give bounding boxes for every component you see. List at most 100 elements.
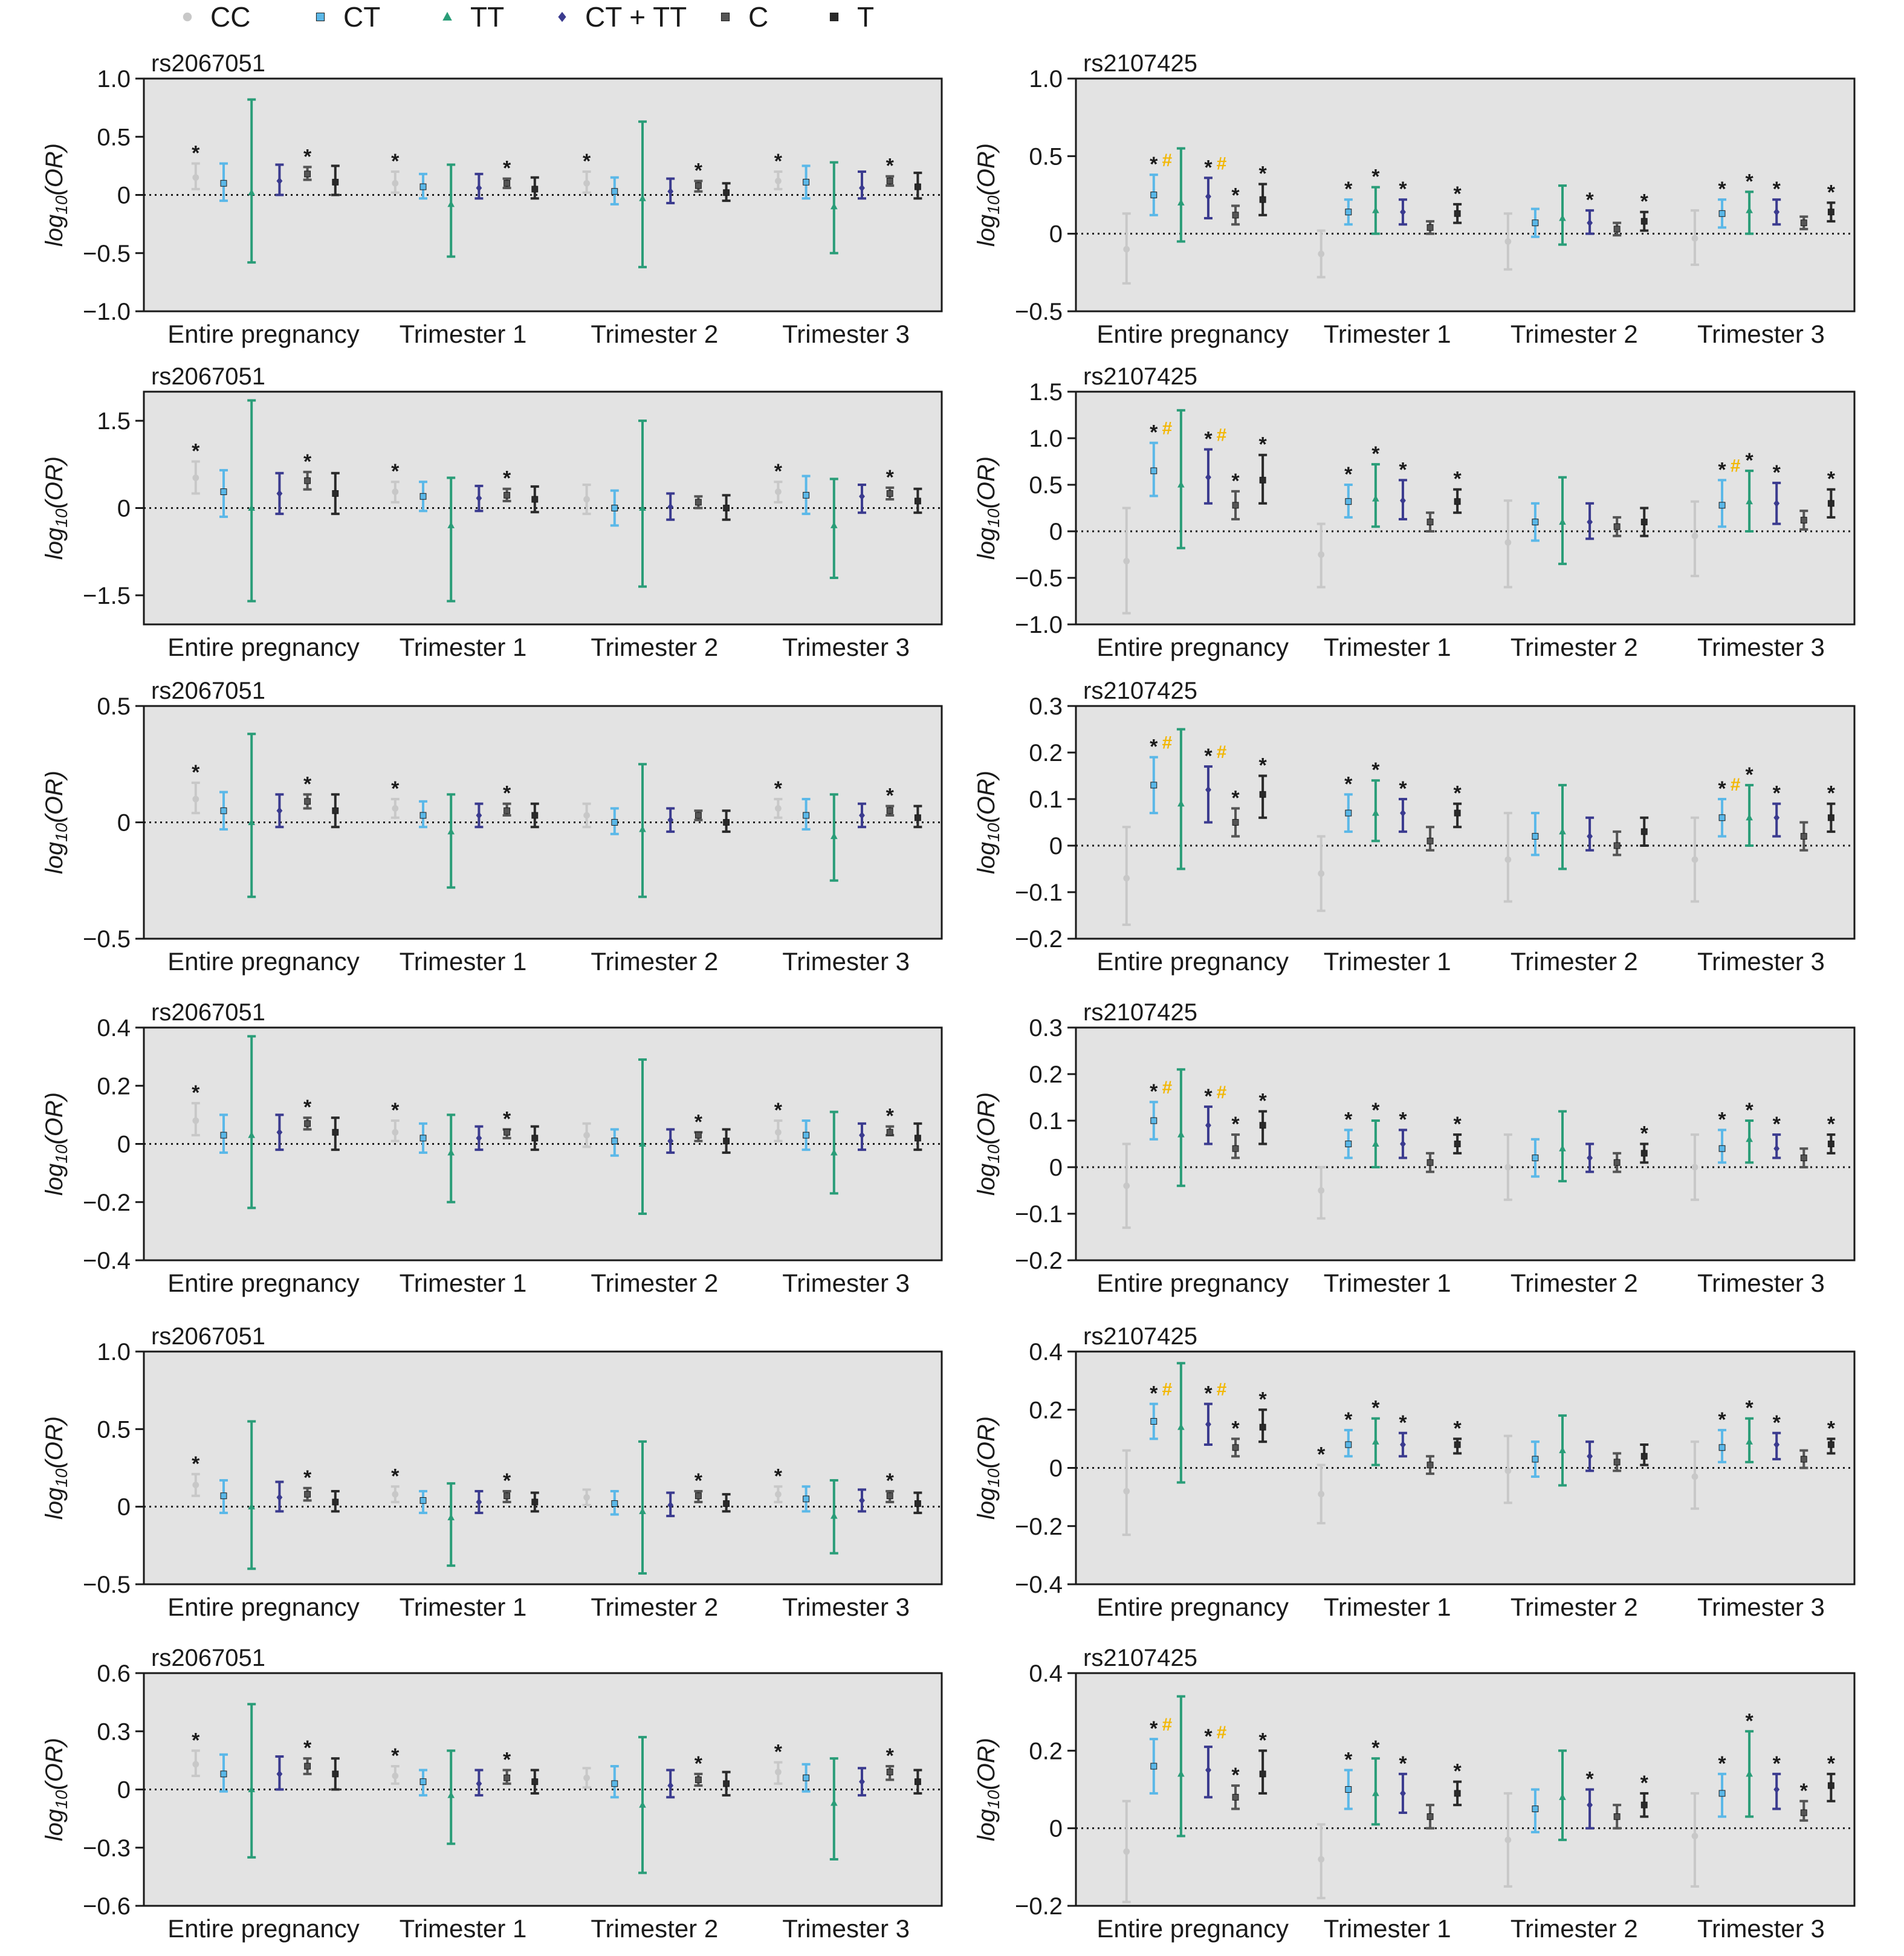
data-point: * [1640, 1122, 1649, 1164]
point-marker [611, 1780, 618, 1787]
point-marker [1691, 1833, 1698, 1839]
chart-panel: rs2107425 log10(OR) 1.0 0.5 0 −0.5 Entire preg… [973, 50, 1856, 348]
data-point: * # [1203, 1380, 1227, 1446]
significance-mark: * [1746, 1099, 1754, 1122]
legend-label: CC [210, 1, 250, 33]
data-point [1503, 499, 1512, 589]
point-marker [914, 1500, 921, 1507]
data-point: * [390, 1099, 400, 1142]
data-point [1585, 502, 1595, 540]
significance-mark: * [303, 772, 312, 795]
data-point [474, 1125, 484, 1151]
data-point [1316, 835, 1326, 912]
panel-title: rs2067051 [151, 363, 265, 390]
data-point: * [1772, 1411, 1781, 1461]
point-marker [859, 811, 865, 820]
data-point: * [1718, 1752, 1726, 1818]
significance-mark: * [1344, 178, 1353, 201]
data-point [829, 1757, 838, 1860]
point-marker [392, 488, 399, 495]
significance-mark: * [1773, 1411, 1781, 1434]
data-point [1558, 184, 1567, 246]
data-point: * [1344, 178, 1353, 226]
significance-mark: * [1399, 458, 1407, 481]
data-point: * [191, 142, 200, 190]
legend-label: C [748, 1, 768, 33]
y-tick-label: −0.5 [83, 241, 131, 267]
significance-mark: * [503, 1469, 511, 1492]
data-point: * [191, 761, 200, 815]
significance-mark: * [886, 466, 895, 489]
significance-mark: * [1454, 1113, 1462, 1136]
y-tick-label: −1.0 [83, 299, 131, 325]
significance-mark: * [1718, 1408, 1726, 1431]
data-point [331, 471, 340, 516]
y-tick-label: −0.5 [83, 1572, 131, 1598]
point-marker [723, 189, 730, 196]
data-point: * [1745, 170, 1754, 235]
x-category-label: Trimester 3 [782, 1593, 910, 1621]
significance-mark: * [1231, 786, 1240, 809]
significance-mark-hash: # [1731, 775, 1741, 795]
data-point [610, 489, 619, 527]
y-tick-label: 0 [117, 1132, 131, 1158]
data-point [1585, 816, 1595, 852]
y-tick-label: 0.2 [1029, 1397, 1063, 1423]
significance-mark: * [695, 159, 703, 182]
point-marker [1718, 1790, 1726, 1797]
point-marker [914, 183, 921, 190]
y-tick-label: −0.4 [83, 1248, 131, 1274]
data-point [801, 1485, 811, 1513]
point-marker [667, 1781, 674, 1790]
point-marker [1827, 1782, 1834, 1789]
point-marker [886, 1769, 893, 1776]
point-marker [248, 1503, 256, 1510]
plot-area [1075, 1350, 1856, 1585]
x-category-label: Trimester 2 [1511, 1269, 1638, 1297]
data-point: * [303, 772, 312, 810]
y-tick-label: −0.1 [1015, 879, 1063, 906]
chart-panel: rs2107425 log10(OR) 0.3 0.2 0.1 0 −0.1 −0.2 Enti… [973, 678, 1856, 976]
significance-mark: * [192, 1081, 200, 1104]
panel-title: rs2067051 [151, 1645, 265, 1671]
data-point [582, 1767, 591, 1789]
data-point [1316, 1823, 1326, 1900]
y-tick-label: −0.6 [83, 1893, 131, 1920]
data-point [1176, 728, 1185, 870]
x-category-label: Entire pregnancy [1096, 947, 1289, 976]
panel-title: rs2067051 [151, 999, 265, 1026]
y-tick-label: −0.2 [1015, 1893, 1063, 1920]
point-marker [504, 807, 511, 814]
point-marker [1718, 1444, 1726, 1451]
data-point: * # [1149, 419, 1172, 497]
point-marker [304, 1120, 311, 1127]
data-point: * [694, 1752, 703, 1787]
significance-mark: * [1344, 1408, 1353, 1431]
x-category-label: Trimester 1 [1324, 1269, 1451, 1297]
y-tick-label: 0.3 [1029, 1015, 1063, 1041]
data-point: * # [1203, 425, 1227, 505]
data-point [1503, 812, 1512, 903]
point-marker [1259, 476, 1266, 484]
chart-panel: rs2067051 log10(OR) 1.5 0 −1.5 Entire pregnan… [41, 363, 943, 661]
significance-mark: * [503, 467, 511, 490]
data-point: * [774, 1099, 783, 1142]
significance-mark: * [391, 1099, 400, 1122]
point-marker [531, 1498, 539, 1506]
data-point [219, 1753, 228, 1793]
y-tick-label: 0.4 [1029, 1339, 1063, 1365]
point-marker [531, 1135, 539, 1142]
significance-mark: * [1773, 782, 1781, 805]
significance-mark: * [1454, 468, 1462, 491]
point-marker [775, 1769, 782, 1776]
legend-marker [183, 12, 192, 22]
data-point: * [303, 1737, 312, 1775]
point-marker [723, 819, 730, 826]
data-point [1613, 830, 1622, 857]
point-marker [775, 178, 782, 184]
x-category-label: Trimester 2 [1511, 320, 1638, 348]
panel-title: rs2067051 [151, 678, 265, 704]
point-marker [803, 1774, 810, 1781]
y-tick-label: 0.5 [97, 124, 131, 151]
point-marker [220, 1492, 227, 1500]
